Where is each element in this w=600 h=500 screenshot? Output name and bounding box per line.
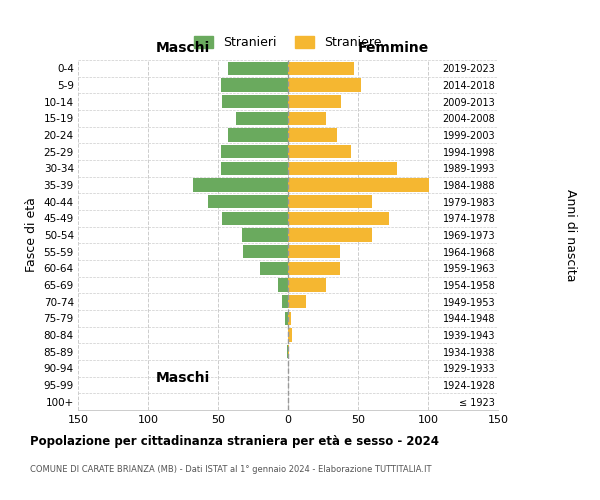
Text: Maschi: Maschi: [156, 41, 210, 55]
Bar: [283, 295, 288, 308]
Bar: [193, 178, 288, 192]
Bar: [221, 162, 288, 175]
Bar: [208, 195, 288, 208]
Bar: [278, 278, 288, 291]
Bar: [243, 245, 288, 258]
Bar: [236, 112, 288, 125]
Bar: [285, 312, 288, 325]
Bar: [288, 345, 289, 358]
Bar: [221, 145, 288, 158]
Text: Popolazione per cittadinanza straniera per età e sesso - 2024: Popolazione per cittadinanza straniera p…: [30, 435, 439, 448]
Bar: [288, 78, 361, 92]
Y-axis label: Anni di nascita: Anni di nascita: [565, 188, 577, 281]
Bar: [288, 295, 306, 308]
Bar: [288, 228, 372, 241]
Bar: [228, 128, 288, 141]
Y-axis label: Fasce di età: Fasce di età: [25, 198, 38, 272]
Bar: [288, 145, 351, 158]
Bar: [228, 62, 288, 75]
Bar: [288, 328, 292, 342]
Text: Femmine: Femmine: [358, 41, 428, 55]
Bar: [288, 162, 397, 175]
Bar: [288, 212, 389, 225]
Bar: [222, 212, 288, 225]
Bar: [288, 112, 326, 125]
Bar: [288, 312, 291, 325]
Bar: [287, 345, 288, 358]
Bar: [288, 95, 341, 108]
Bar: [288, 128, 337, 141]
Bar: [288, 278, 326, 291]
Bar: [222, 95, 288, 108]
Bar: [288, 178, 430, 192]
Bar: [288, 195, 372, 208]
Legend: Stranieri, Straniere: Stranieri, Straniere: [190, 32, 386, 54]
Bar: [288, 262, 340, 275]
Bar: [260, 262, 288, 275]
Text: COMUNE DI CARATE BRIANZA (MB) - Dati ISTAT al 1° gennaio 2024 - Elaborazione TUT: COMUNE DI CARATE BRIANZA (MB) - Dati IST…: [30, 465, 431, 474]
Bar: [242, 228, 288, 241]
Text: Maschi: Maschi: [156, 370, 210, 384]
Bar: [221, 78, 288, 92]
Bar: [288, 62, 354, 75]
Bar: [288, 245, 340, 258]
